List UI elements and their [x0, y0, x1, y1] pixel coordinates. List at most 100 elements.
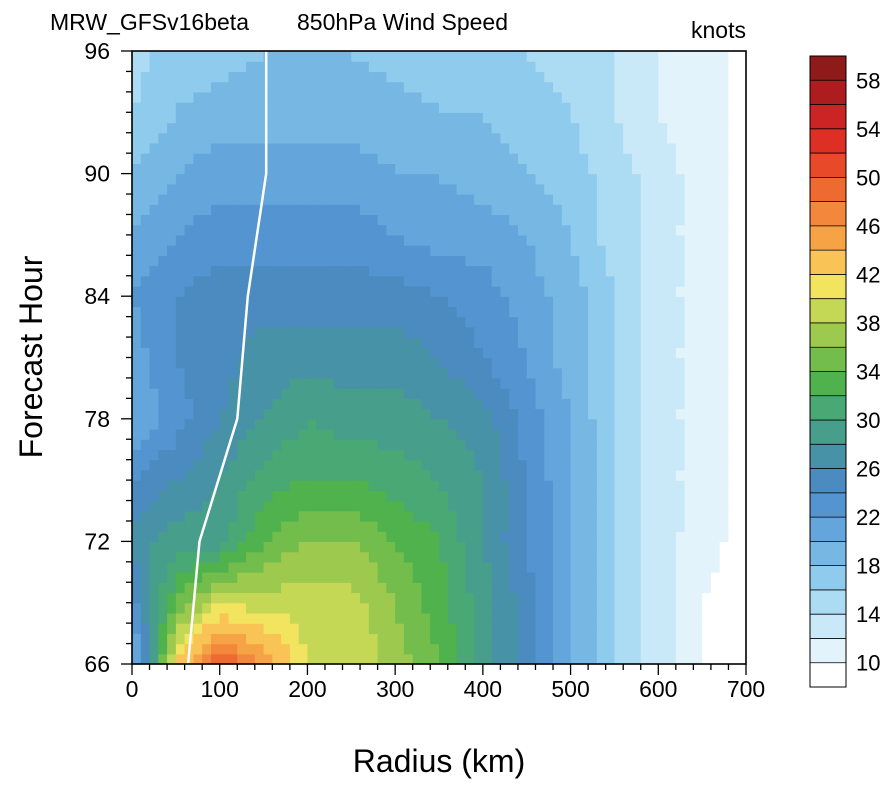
heatmap-cell — [167, 561, 177, 573]
heatmap-cell — [368, 102, 379, 113]
heatmap-cell — [316, 602, 326, 614]
heatmap-cell — [307, 459, 317, 471]
heatmap-cell — [693, 653, 703, 665]
heatmap-cell — [219, 245, 230, 256]
heatmap-cell — [140, 347, 151, 359]
heatmap-cell — [553, 51, 563, 62]
heatmap-cell — [500, 377, 510, 389]
heatmap-cell — [210, 357, 221, 369]
heatmap-cell — [333, 377, 344, 389]
heatmap-cell — [474, 439, 484, 451]
heatmap-cell — [403, 224, 414, 236]
heatmap-cell — [509, 265, 519, 277]
heatmap-cell — [710, 102, 721, 113]
heatmap-cell — [710, 459, 721, 471]
heatmap-cell — [447, 142, 458, 154]
heatmap-cell — [439, 153, 449, 164]
heatmap-cell — [702, 633, 712, 645]
heatmap-cell — [623, 357, 633, 369]
heatmap-cell — [693, 224, 703, 236]
heatmap-cell — [614, 388, 624, 399]
heatmap-cell — [140, 112, 151, 124]
heatmap-cell — [342, 633, 352, 645]
heatmap-cell — [395, 153, 405, 164]
heatmap-cell — [246, 602, 256, 614]
heatmap-cell — [237, 245, 247, 256]
heatmap-cell — [447, 285, 458, 297]
heatmap-cell — [254, 480, 265, 491]
heatmap-cell — [298, 377, 309, 389]
heatmap-cell — [474, 285, 484, 297]
heatmap-cell — [658, 142, 668, 154]
heatmap-cell — [237, 326, 247, 338]
heatmap-cell — [728, 306, 738, 318]
heatmap-cell — [737, 357, 747, 369]
heatmap-cell — [158, 459, 168, 471]
heatmap-cell — [132, 51, 142, 62]
heatmap-cell — [509, 643, 519, 655]
heatmap-cell — [605, 561, 616, 573]
heatmap-cell — [579, 541, 589, 553]
heatmap-cell — [702, 61, 712, 73]
heatmap-cell — [500, 459, 510, 471]
heatmap-cell — [333, 61, 344, 73]
heatmap-cell — [210, 398, 221, 410]
heatmap-cell — [631, 398, 642, 410]
heatmap-cell — [324, 214, 335, 226]
heatmap-cell — [605, 306, 616, 318]
heatmap-cell — [395, 572, 405, 583]
heatmap-cell — [509, 357, 519, 369]
heatmap-cell — [553, 132, 563, 144]
heatmap-cell — [281, 224, 291, 236]
heatmap-cell — [702, 520, 712, 532]
heatmap-cell — [517, 142, 528, 154]
heatmap-cell — [149, 561, 159, 573]
heatmap-cell — [167, 541, 177, 553]
heatmap-cell — [430, 582, 440, 594]
heatmap-cell — [500, 408, 510, 420]
heatmap-cell — [702, 388, 712, 399]
heatmap-cell — [491, 377, 501, 389]
heatmap-cell — [333, 337, 344, 348]
heatmap-cell — [482, 551, 493, 563]
heatmap-cell — [456, 51, 466, 62]
heatmap-cell — [316, 429, 326, 440]
heatmap-cell — [421, 285, 431, 297]
heatmap-cell — [403, 541, 414, 553]
heatmap-cell — [570, 490, 580, 502]
heatmap-cell — [465, 510, 475, 522]
heatmap-cell — [649, 377, 659, 389]
heatmap-cell — [719, 347, 730, 359]
heatmap-cell — [702, 234, 712, 246]
heatmap-cell — [482, 234, 493, 246]
heatmap-cell — [307, 541, 317, 553]
heatmap-cell — [351, 633, 361, 645]
heatmap-cell — [710, 112, 721, 124]
heatmap-cell — [737, 602, 747, 614]
heatmap-cell — [202, 418, 212, 430]
heatmap-cell — [456, 490, 466, 502]
heatmap-cell — [254, 306, 265, 318]
heatmap-cell — [430, 255, 440, 267]
heatmap-cell — [281, 163, 291, 175]
heatmap-cell — [421, 520, 431, 532]
heatmap-cell — [132, 347, 142, 359]
heatmap-cell — [272, 91, 282, 103]
heatmap-cell — [228, 357, 238, 369]
heatmap-cell — [395, 194, 405, 205]
heatmap-cell — [710, 592, 721, 604]
heatmap-cell — [640, 357, 651, 369]
heatmap-cell — [395, 214, 405, 226]
heatmap-cell — [640, 643, 651, 655]
heatmap-cell — [658, 306, 668, 318]
heatmap-cell — [439, 388, 449, 399]
heatmap-cell — [254, 592, 265, 604]
heatmap-cell — [693, 214, 703, 226]
heatmap-cell — [421, 296, 431, 308]
heatmap-cell — [360, 122, 370, 134]
heatmap-cell — [246, 572, 256, 583]
heatmap-cell — [412, 316, 423, 328]
heatmap-cell — [605, 91, 616, 103]
heatmap-cell — [553, 234, 563, 246]
heatmap-cell — [561, 612, 572, 624]
